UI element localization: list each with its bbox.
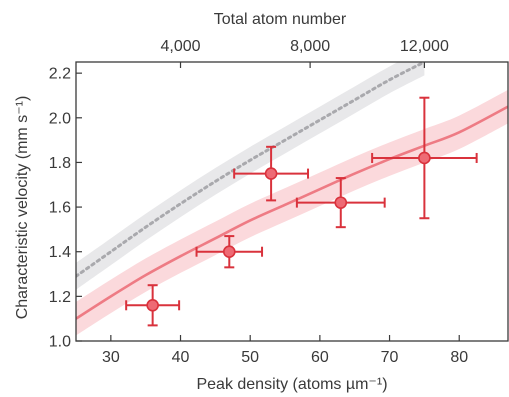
y-tick-label: 1.6 [49,200,71,217]
data-point [233,145,310,202]
x-tick-label: 80 [450,349,468,366]
theory-band [76,89,508,336]
y-tick-label: 1.0 [49,334,71,351]
data-point [295,177,386,229]
reference-curve [76,62,426,278]
top-axis-label: Total atom number [214,11,347,28]
x-tick-label: 70 [381,349,399,366]
y-tick-label: 1.2 [49,289,71,306]
x-tick-label: 30 [102,349,120,366]
plot-frame [75,61,509,342]
data-marker [264,167,278,180]
data-point [125,284,181,327]
data-point [195,235,264,269]
y-axis-label: Characteristic velocity (mm s⁻¹) [14,96,31,320]
reference-band [76,62,425,290]
confidence-bands [76,62,508,336]
top-tick-label: 12,000 [400,38,449,55]
x-tick-label: 40 [172,349,190,366]
y-tick-label: 1.8 [49,155,71,172]
y-tick-label: 2.2 [49,66,71,83]
data-marker [222,245,236,259]
x-axis-label: Peak density (atoms µm⁻¹) [196,376,387,393]
y-tick-label: 2.0 [49,110,71,127]
top-tick-label: 4,000 [160,38,200,55]
x-tick-label: 60 [311,349,329,366]
data-marker [334,196,348,209]
axis-ticks: 30 40 50 60 70 80 1.0 1.2 1.4 1.6 1.8 2.0 2.2 4,000 8,… [49,38,468,366]
data-point [371,96,478,220]
data-points [125,96,478,327]
top-tick-label: 8,000 [290,38,330,55]
x-tick-label: 50 [241,349,259,366]
y-tick-label: 1.4 [49,244,71,261]
data-marker [146,298,159,312]
data-marker [418,151,431,165]
